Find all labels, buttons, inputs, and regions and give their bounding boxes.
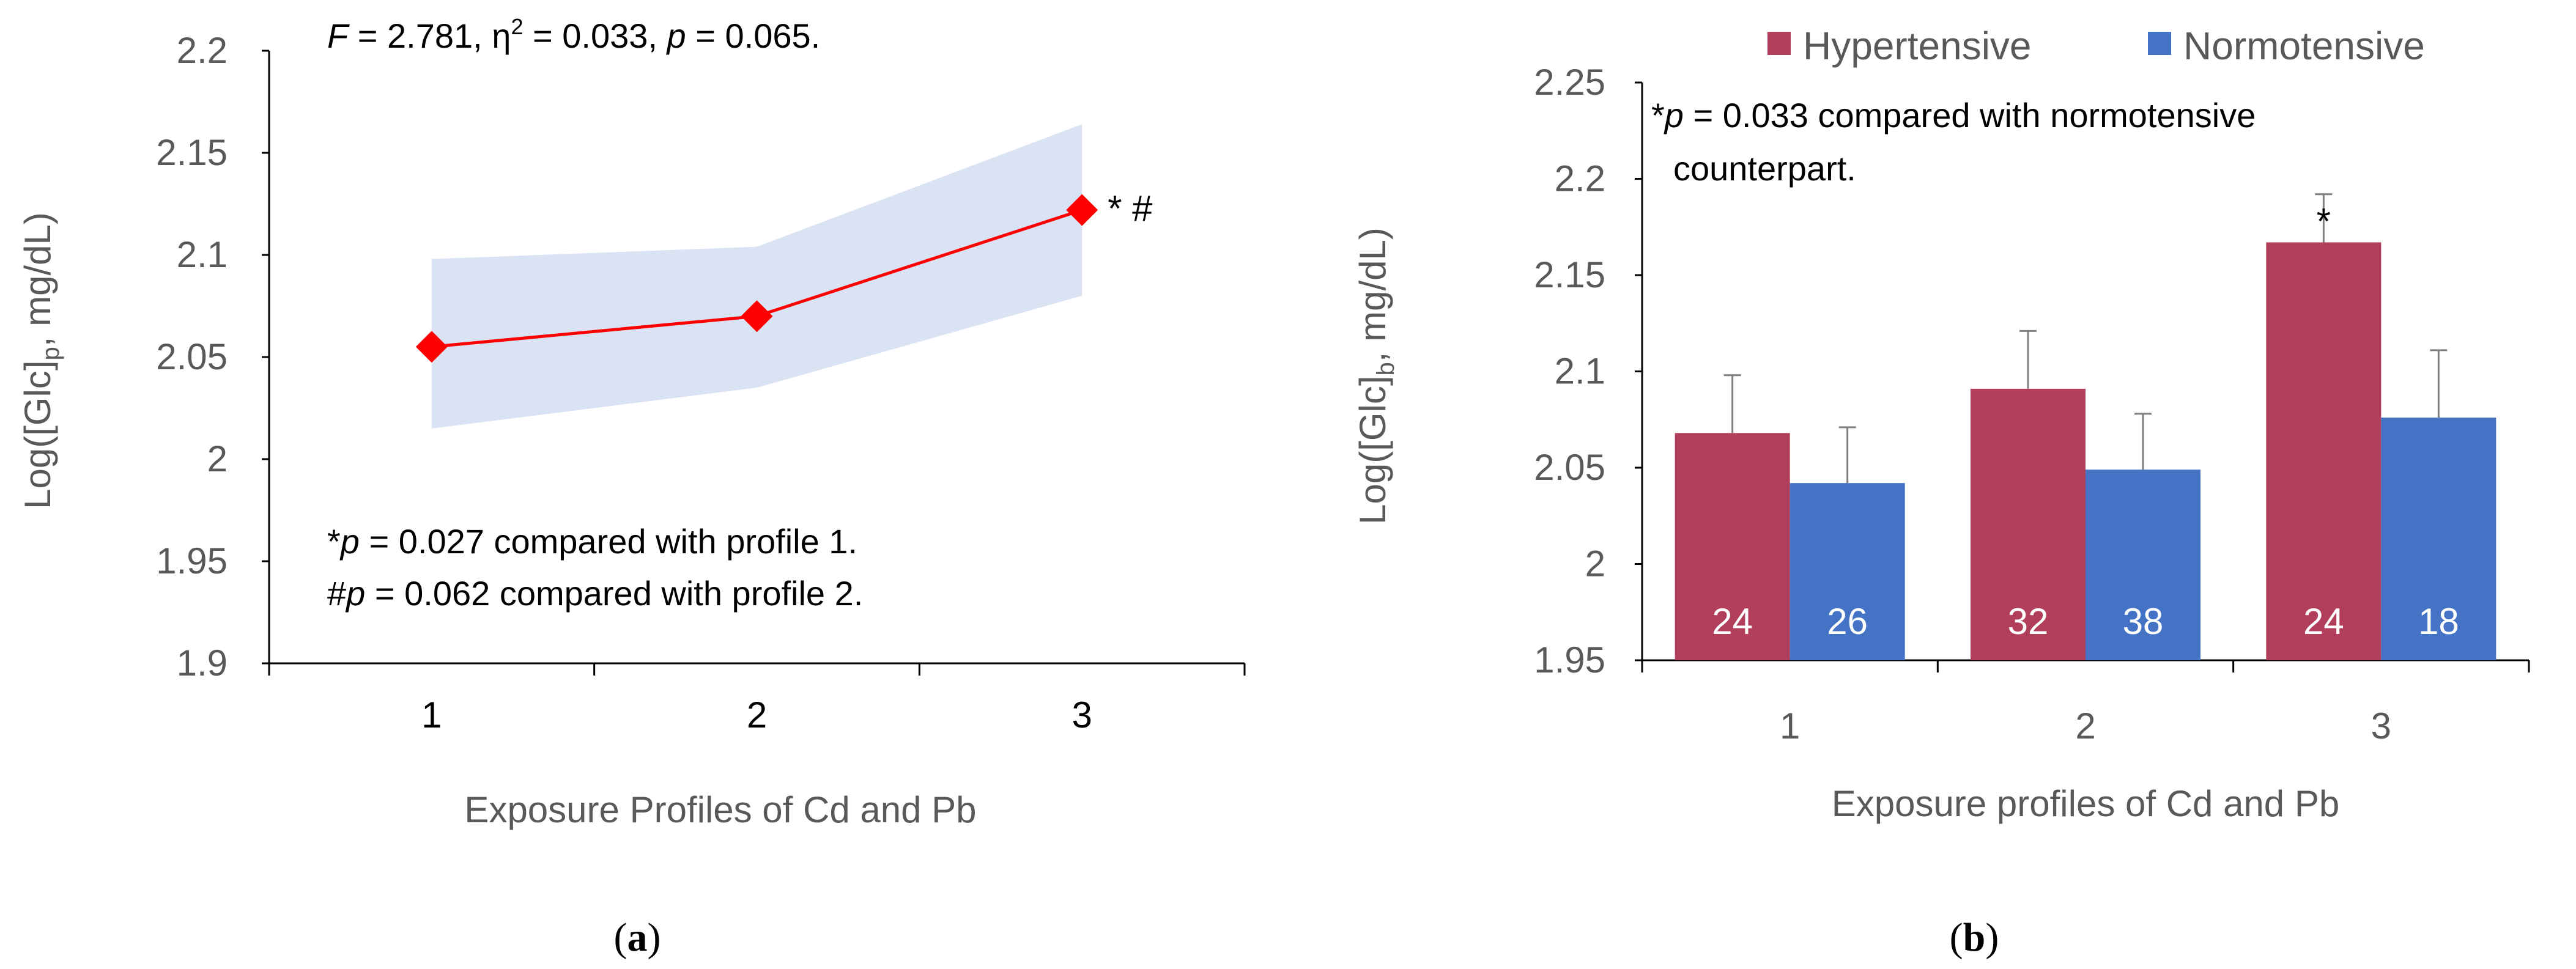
panel-b-caption: (b) xyxy=(1950,915,1999,960)
panel-a-y-tick-label: 2.2 xyxy=(177,30,228,71)
panel-b-note-line-2: counterpart. xyxy=(1673,149,1856,188)
panel-a-x-tick-label: 3 xyxy=(1071,695,1092,735)
panel-a-x-tick-label: 2 xyxy=(747,695,767,735)
bar-count-label: 18 xyxy=(2418,601,2459,642)
legend-label-hypertensive: Hypertensive xyxy=(1803,24,2032,68)
panel-a-y-tick-label: 2.05 xyxy=(156,336,228,377)
panel-b-y-tick-label: 2.25 xyxy=(1534,62,1605,103)
panel-a-stats-annotation: F = 2.781, η2 = 0.033, p = 0.065. xyxy=(327,14,820,55)
panel-b-y-tick-label: 1.95 xyxy=(1534,639,1605,680)
bar-count-label: 24 xyxy=(2303,601,2344,642)
panel-a-y-tick-labels: 1.9 1.95 2 2.05 2.1 2.15 2.2 xyxy=(156,30,228,683)
panel-b-x-tick-labels: 1 2 3 xyxy=(1780,706,2391,746)
panel-a-axes xyxy=(262,50,1246,676)
panel-a-y-axis-title: Log([Glc]p, mg/dL) xyxy=(17,212,64,509)
panel-a-caption: (a) xyxy=(614,915,661,960)
panel-a-x-axis-title: Exposure Profiles of Cd and Pb xyxy=(464,789,976,830)
panel-a-significance-mark: * # xyxy=(1108,188,1153,229)
panel-a-note-profile-1: *p = 0.027 compared with profile 1. xyxy=(327,522,857,561)
bar-hypertensive-profile-2 xyxy=(1971,388,2086,660)
panel-a-y-tick-label: 1.9 xyxy=(177,643,228,683)
panel-b-bar-layer: 24 32 24 26 38 18 * xyxy=(1675,193,2496,660)
bar-count-label: 38 xyxy=(2123,601,2164,642)
legend-swatch-normotensive xyxy=(2148,32,2171,55)
bar-count-label: 24 xyxy=(1712,601,1753,642)
panel-b-y-axis-title: Log([Glc]b, mg/dL) xyxy=(1352,227,1399,525)
panel-b-y-tick-label: 2.2 xyxy=(1555,158,1605,199)
legend-label-normotensive: Normotensive xyxy=(2183,24,2425,68)
panel-b-x-tick-label: 2 xyxy=(2075,706,2095,746)
panel-b-significance-mark: * xyxy=(2317,201,2331,241)
bar-hypertensive-profile-3 xyxy=(2266,242,2382,660)
bar-normotensive-profile-2 xyxy=(2086,470,2200,660)
bar-normotensive-profile-1 xyxy=(1790,483,1905,660)
panel-a-note-profile-2: #p = 0.062 compared with profile 2. xyxy=(327,574,863,613)
panel-a-line-chart: 1.9 1.95 2 2.05 2.1 2.15 2.2 1 2 3 * # F = 2.781… xyxy=(17,14,1246,960)
bar-normotensive-profile-3 xyxy=(2381,418,2496,660)
panel-b-y-tick-label: 2.05 xyxy=(1534,447,1605,488)
panel-a-confidence-band xyxy=(431,124,1083,429)
panel-a-y-tick-label: 2 xyxy=(207,438,228,479)
panel-b-x-axis-title: Exposure profiles of Cd and Pb xyxy=(1832,783,2339,824)
panel-b-y-tick-label: 2 xyxy=(1585,543,1605,584)
panel-a-data-point xyxy=(1066,194,1098,226)
panel-a-data-point xyxy=(415,331,448,363)
panel-a-y-tick-label: 2.15 xyxy=(156,132,228,173)
bar-count-label: 32 xyxy=(2008,601,2049,642)
panel-a-y-tick-label: 2.1 xyxy=(177,234,228,275)
panel-a-band-layer xyxy=(431,124,1083,429)
panel-a-data-point xyxy=(741,300,773,333)
panel-b-y-tick-labels: 1.95 2 2.05 2.1 2.15 2.2 2.25 xyxy=(1534,62,1605,680)
panel-b-x-tick-label: 1 xyxy=(1780,706,1800,746)
panel-a-series-layer: * # xyxy=(415,188,1153,363)
bar-hypertensive-profile-1 xyxy=(1675,433,1790,660)
panel-a-x-tick-label: 1 xyxy=(421,695,442,735)
panel-b-note-line-1: *p = 0.033 compared with normotensive xyxy=(1651,96,2256,134)
panel-b-y-tick-label: 2.1 xyxy=(1555,351,1605,392)
panel-a-y-tick-label: 1.95 xyxy=(156,540,228,581)
panel-b-legend: Hypertensive Normotensive xyxy=(1767,24,2425,68)
panel-b-x-tick-label: 3 xyxy=(2371,706,2391,746)
panel-b-y-tick-label: 2.15 xyxy=(1534,254,1605,295)
panel-a-x-tick-labels: 1 2 3 xyxy=(421,695,1092,735)
bar-count-label: 26 xyxy=(1827,601,1868,642)
legend-swatch-hypertensive xyxy=(1767,32,1791,55)
